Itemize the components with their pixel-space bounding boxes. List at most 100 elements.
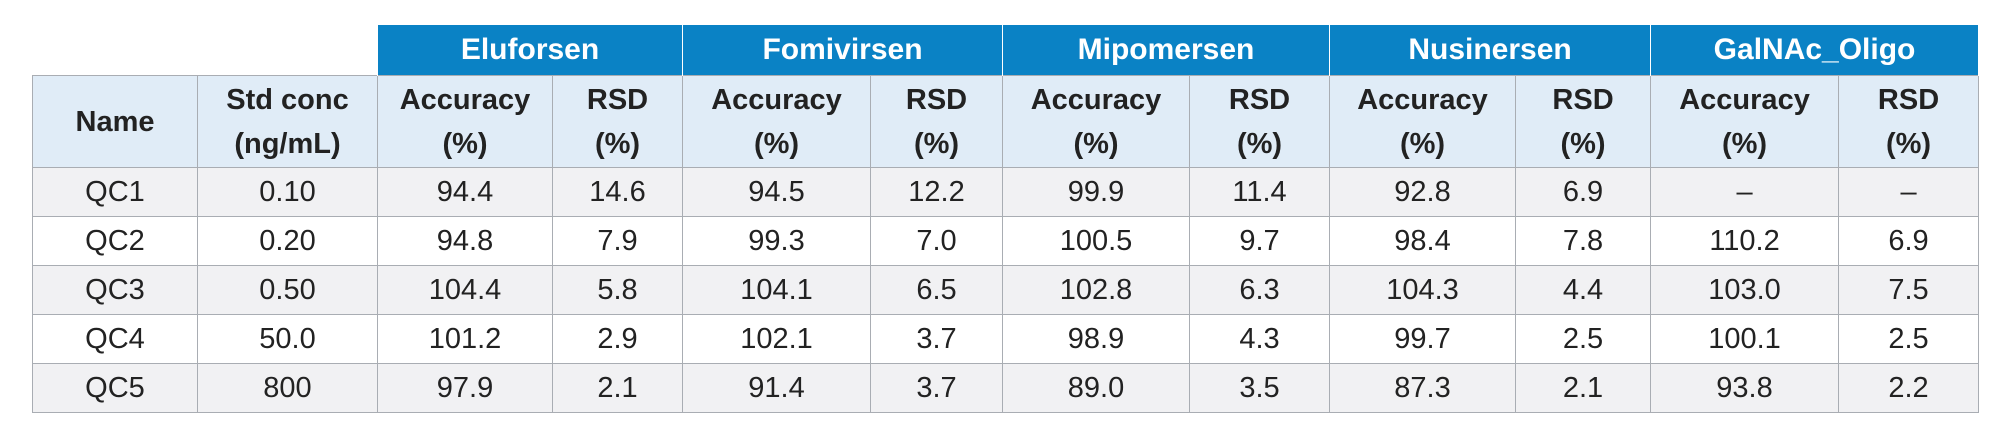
table-row: QC1 0.10 94.4 14.6 94.5 12.2 99.9 11.4 92.8 6.9– – <box>32 167 1980 217</box>
accuracy-cell: 91.4 <box>682 363 872 413</box>
rsd-column-header: RSD (%) <box>551 75 684 168</box>
table-row: QC5 800 97.9 2.1 91.4 3.7 89.0 3.5 87.3 2.1 93.8 2.… <box>32 363 1980 413</box>
accuracy-cell: 98.9 <box>1002 314 1191 364</box>
accuracy-column-header: Accuracy (%) <box>1002 75 1191 168</box>
accuracy-cell: – <box>1650 167 1840 217</box>
accuracy-column-header: Accuracy (%) <box>377 75 553 168</box>
rsd-cell: 5.8 <box>551 265 684 315</box>
drug-header-nusinersen: Nusinersen <box>1329 24 1652 76</box>
rsd-column-header: RSD (%) <box>1838 75 1980 168</box>
rsd-cell: 3.5 <box>1189 363 1331 413</box>
table-row: QC4 50.0 101.2 2.9 102.1 3.7 98.9 4.3 99.7 2.5 100… <box>32 314 1980 364</box>
rsd-cell: 4.4 <box>1515 265 1652 315</box>
accuracy-cell: 94.5 <box>682 167 872 217</box>
accuracy-cell: 99.9 <box>1002 167 1191 217</box>
std-conc-cell: 0.10 <box>197 167 378 217</box>
rsd-cell: 2.1 <box>1515 363 1652 413</box>
rsd-cell: 2.5 <box>1838 314 1980 364</box>
qc-results-table: Eluforsen Fomivirsen Mipomersen Nusiners… <box>32 24 1980 413</box>
accuracy-cell: 99.7 <box>1329 314 1517 364</box>
rsd-header-line2: (%) <box>1885 127 1932 160</box>
accuracy-header-line2: (%) <box>1721 127 1768 160</box>
rsd-header-line1: RSD <box>1877 83 1940 116</box>
accuracy-cell: 100.1 <box>1650 314 1840 364</box>
accuracy-cell: 102.8 <box>1002 265 1191 315</box>
accuracy-cell: 100.5 <box>1002 216 1191 266</box>
std-conc-cell: 50.0 <box>197 314 378 364</box>
accuracy-cell: 92.8 <box>1329 167 1517 217</box>
accuracy-cell: 99.3 <box>682 216 872 266</box>
rsd-cell: 7.0 <box>870 216 1004 266</box>
accuracy-header-line1: Accuracy <box>1679 83 1810 116</box>
accuracy-cell: 102.1 <box>682 314 872 364</box>
accuracy-header-line2: (%) <box>753 127 800 160</box>
rsd-column-header: RSD (%) <box>1189 75 1331 168</box>
rsd-cell: 3.7 <box>870 314 1004 364</box>
name-column-header: Name <box>32 75 198 168</box>
qc-name-cell: QC2 <box>32 216 198 266</box>
accuracy-header-line2: (%) <box>1399 127 1446 160</box>
rsd-header-line1: RSD <box>905 83 968 116</box>
rsd-cell: 3.7 <box>870 363 1004 413</box>
rsd-cell: 6.9 <box>1838 216 1980 266</box>
rsd-cell: 7.8 <box>1515 216 1652 266</box>
accuracy-cell: 98.4 <box>1329 216 1517 266</box>
std-conc-cell: 0.50 <box>197 265 378 315</box>
rsd-cell: 11.4 <box>1189 167 1331 217</box>
rsd-cell: 6.5 <box>870 265 1004 315</box>
accuracy-cell: 93.8 <box>1650 363 1840 413</box>
table-row: QC3 0.50 104.4 5.8 104.1 6.5 102.8 6.3 104.3 4.4 1… <box>32 265 1980 315</box>
accuracy-cell: 87.3 <box>1329 363 1517 413</box>
std-conc-header-line2: (ng/mL) <box>234 127 341 160</box>
rsd-cell: 2.5 <box>1515 314 1652 364</box>
accuracy-cell: 104.4 <box>377 265 553 315</box>
rsd-header-line2: (%) <box>1236 127 1283 160</box>
qc-name-cell: QC5 <box>32 363 198 413</box>
accuracy-header-line1: Accuracy <box>399 83 531 116</box>
accuracy-cell: 89.0 <box>1002 363 1191 413</box>
rsd-header-line2: (%) <box>1560 127 1606 160</box>
accuracy-header-line2: (%) <box>1073 127 1119 160</box>
accuracy-column-header: Accuracy (%) <box>682 75 872 168</box>
drug-header-eluforsen: Eluforsen <box>376 24 684 76</box>
rsd-cell: 6.3 <box>1189 265 1331 315</box>
drug-header-mipomersen: Mipomersen <box>1002 24 1331 76</box>
accuracy-cell: 94.4 <box>377 167 553 217</box>
rsd-cell: 7.9 <box>551 216 684 266</box>
accuracy-cell: 104.1 <box>682 265 872 315</box>
rsd-column-header: RSD (%) <box>1515 75 1652 168</box>
accuracy-header-line1: Accuracy <box>1030 83 1162 116</box>
qc-name-cell: QC1 <box>32 167 198 217</box>
accuracy-header-line1: Accuracy <box>1357 83 1488 116</box>
accuracy-cell: 104.3 <box>1329 265 1517 315</box>
rsd-cell: 7.5 <box>1838 265 1980 315</box>
accuracy-column-header: Accuracy (%) <box>1329 75 1517 168</box>
std-conc-header-line1: Std conc <box>226 83 349 116</box>
column-header-row: Name Std conc (ng/mL) Accuracy (%) RSD (%) A… <box>32 75 1980 168</box>
rsd-header-line1: RSD <box>586 83 649 116</box>
drug-header-fomivirsen: Fomivirsen <box>682 24 1004 76</box>
rsd-cell: 6.9 <box>1515 167 1652 217</box>
rsd-cell: 2.1 <box>551 363 684 413</box>
rsd-cell: 4.3 <box>1189 314 1331 364</box>
rsd-cell: 9.7 <box>1189 216 1331 266</box>
accuracy-header-line1: Accuracy <box>711 83 842 116</box>
rsd-header-line2: (%) <box>594 127 641 160</box>
rsd-cell: 12.2 <box>870 167 1004 217</box>
drug-header-galnac-oligo: GalNAc_Oligo <box>1650 24 1980 76</box>
table-body: QC1 0.10 94.4 14.6 94.5 12.2 99.9 11.4 92.8 6.9– –… <box>32 167 1980 413</box>
rsd-header-line2: (%) <box>913 127 960 160</box>
table-row: QC2 0.20 94.8 7.9 99.3 7.0 100.5 9.7 98.4 7.8 110.… <box>32 216 1980 266</box>
qc-name-cell: QC4 <box>32 314 198 364</box>
accuracy-header-line2: (%) <box>442 127 488 160</box>
std-conc-cell: 800 <box>197 363 378 413</box>
rsd-cell: – <box>1838 167 1980 217</box>
drug-header-row: Eluforsen Fomivirsen Mipomersen Nusiners… <box>32 24 1980 76</box>
accuracy-cell: 110.2 <box>1650 216 1840 266</box>
accuracy-column-header: Accuracy (%) <box>1650 75 1840 168</box>
rsd-cell: 14.6 <box>551 167 684 217</box>
rsd-header-line1: RSD <box>1552 83 1614 116</box>
header-spacer <box>32 24 378 76</box>
accuracy-cell: 94.8 <box>377 216 553 266</box>
rsd-header-line1: RSD <box>1228 83 1291 116</box>
